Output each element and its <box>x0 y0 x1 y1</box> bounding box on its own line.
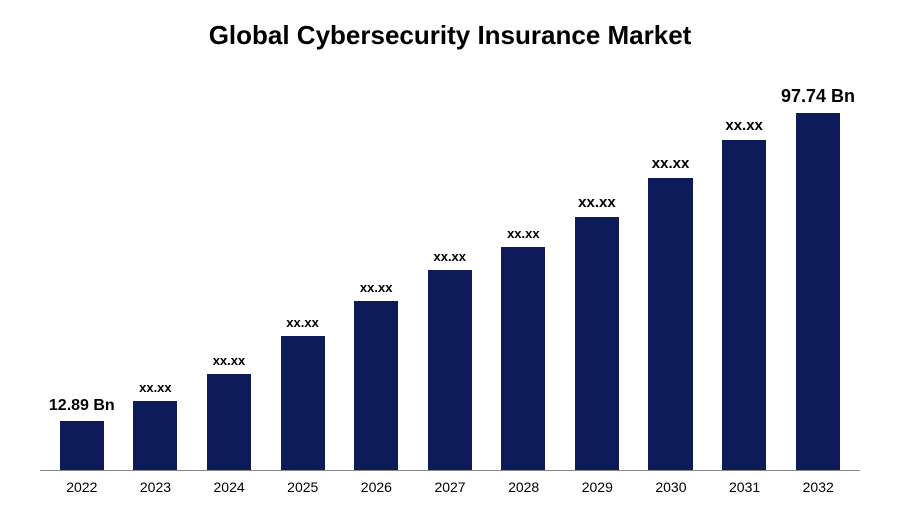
bar <box>60 421 104 470</box>
bar-group: xx.xx <box>192 86 266 470</box>
x-axis-label: 2023 <box>119 479 193 495</box>
bar-value-label: xx.xx <box>433 249 466 264</box>
bar <box>133 401 177 470</box>
bar <box>281 336 325 470</box>
bar <box>796 113 840 470</box>
x-axis-label: 2030 <box>634 479 708 495</box>
bar-value-label: xx.xx <box>652 155 690 172</box>
bar <box>722 140 766 470</box>
x-axis-label: 2029 <box>560 479 634 495</box>
x-axis-label: 2031 <box>708 479 782 495</box>
bar-value-label: xx.xx <box>725 117 763 134</box>
bar-group: xx.xx <box>339 86 413 470</box>
bar-group: xx.xx <box>487 86 561 470</box>
bars-container: 12.89 Bn xx.xx xx.xx xx.xx xx.xx xx.xx xx.xx xx… <box>40 86 860 471</box>
bar-group: xx.xx <box>266 86 340 470</box>
bar-group: xx.xx <box>413 86 487 470</box>
bar <box>648 178 692 470</box>
x-axis-labels: 2022202320242025202620272028202920302031… <box>40 471 860 495</box>
bar-group: xx.xx <box>560 86 634 470</box>
x-axis-label: 2026 <box>340 479 414 495</box>
bar-value-label: xx.xx <box>213 353 246 368</box>
bar <box>207 374 251 470</box>
bar-group: 12.89 Bn <box>45 86 119 470</box>
bar-value-label: xx.xx <box>507 226 540 241</box>
bar <box>501 247 545 470</box>
bar-group: 97.74 Bn <box>781 86 855 470</box>
x-axis-label: 2025 <box>266 479 340 495</box>
bar-group: xx.xx <box>707 86 781 470</box>
bar <box>575 217 619 470</box>
chart-title: Global Cybersecurity Insurance Market <box>40 20 860 51</box>
x-axis-label: 2022 <box>45 479 119 495</box>
bar-group: xx.xx <box>634 86 708 470</box>
bar-value-label: 12.89 Bn <box>49 397 115 415</box>
bar-value-label: xx.xx <box>139 380 172 395</box>
chart-area: 12.89 Bn xx.xx xx.xx xx.xx xx.xx xx.xx xx.xx xx… <box>40 86 860 495</box>
x-axis-label: 2027 <box>413 479 487 495</box>
bar-value-label: 97.74 Bn <box>781 86 855 107</box>
bar-value-label: xx.xx <box>286 315 319 330</box>
x-axis-label: 2024 <box>192 479 266 495</box>
bar <box>428 270 472 470</box>
x-axis-label: 2028 <box>487 479 561 495</box>
bar-value-label: xx.xx <box>360 280 393 295</box>
bar-value-label: xx.xx <box>578 194 616 211</box>
bar-group: xx.xx <box>119 86 193 470</box>
x-axis-label: 2032 <box>781 479 855 495</box>
bar <box>354 301 398 470</box>
